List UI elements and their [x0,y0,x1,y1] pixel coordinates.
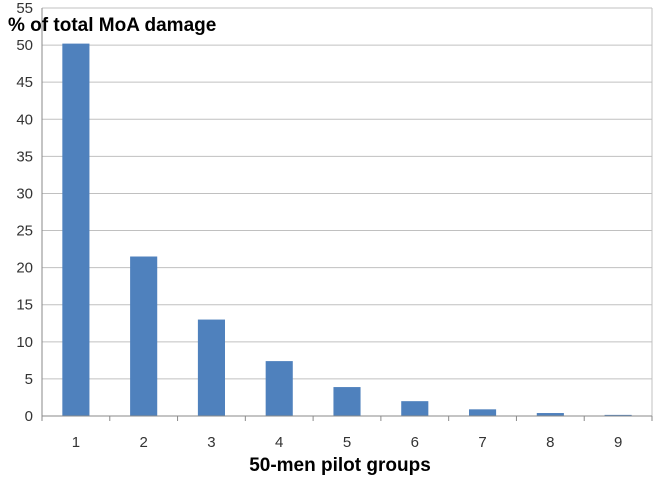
axes [41,8,652,417]
x-tick-labels: 1 2 3 4 5 6 7 8 9 [41,416,653,451]
y-tick-label: 35 [16,148,33,165]
bar-4 [265,361,293,416]
y-tick-label: 10 [16,334,33,351]
x-tick-label: 9 [614,434,622,451]
bar-2 [130,256,158,416]
y-tick-label: 20 [16,260,33,277]
x-tick-label: 1 [72,434,80,451]
x-tick-label: 8 [546,434,554,451]
x-tick-label: 7 [478,434,486,451]
y-tick-label: 55 [16,0,33,17]
bar-8 [536,413,564,416]
x-tick-label: 6 [411,434,419,451]
y-tick-label: 0 [25,408,33,425]
y-tick-labels: 0 5 10 15 20 25 30 35 40 45 50 55 [16,0,33,425]
y-tick-label: 40 [16,111,33,128]
y-axis-title: % of total MoA damage [8,15,216,36]
y-tick-label: 5 [25,371,33,388]
bars [62,43,632,417]
bar-6 [401,401,429,416]
x-tick-label: 4 [275,434,283,451]
bar-3 [197,319,225,416]
y-tick-label: 15 [16,297,33,314]
y-tick-label: 25 [16,223,33,240]
y-tick-label: 50 [16,37,33,54]
bar-5 [333,387,361,416]
x-tick-label: 3 [207,434,215,451]
y-tick-label: 45 [16,74,33,91]
bar-1 [62,43,90,417]
x-tick-label: 2 [139,434,147,451]
bar-9 [604,414,632,416]
bar-7 [469,409,497,416]
x-axis-title: 50-men pilot groups [249,455,431,476]
y-tick-label: 30 [16,185,33,202]
x-tick-label: 5 [343,434,351,451]
